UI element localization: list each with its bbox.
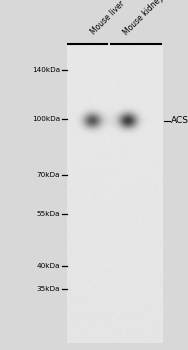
Text: 140kDa: 140kDa: [32, 67, 60, 73]
Text: Mouse kidney: Mouse kidney: [121, 0, 165, 37]
Text: 55kDa: 55kDa: [37, 210, 60, 217]
Text: 40kDa: 40kDa: [37, 263, 60, 269]
Text: 100kDa: 100kDa: [32, 116, 60, 122]
Text: Mouse liver: Mouse liver: [89, 0, 126, 37]
Text: 70kDa: 70kDa: [37, 172, 60, 178]
Text: ACSL4: ACSL4: [171, 116, 188, 125]
Text: 35kDa: 35kDa: [37, 286, 60, 292]
